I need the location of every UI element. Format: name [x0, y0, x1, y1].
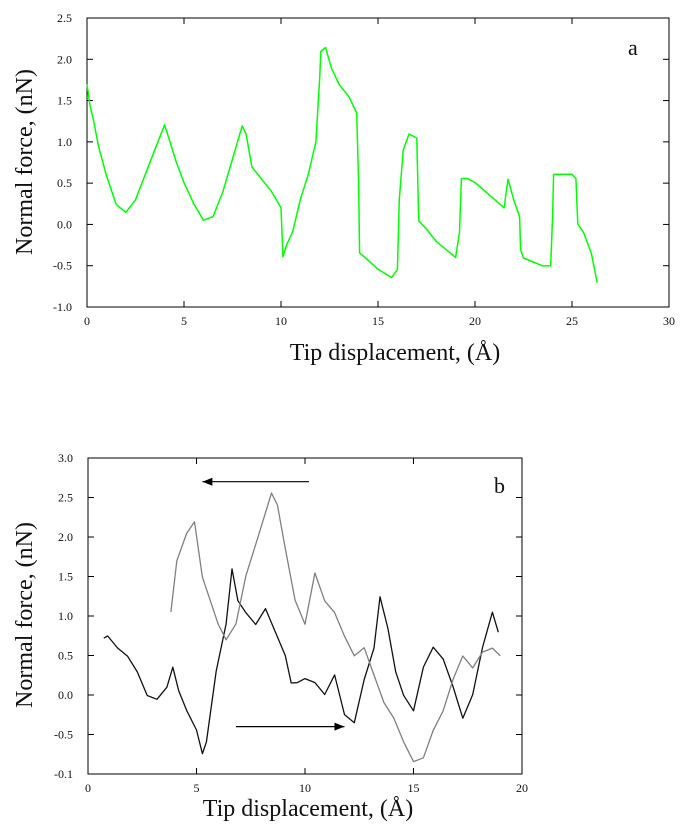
y-tick-label: -1.0 — [53, 300, 72, 314]
axis-ticks-b — [87, 457, 523, 775]
y-tick-label: 2.0 — [58, 530, 73, 544]
x-tick-label: 20 — [469, 314, 481, 328]
direction-arrows — [202, 477, 345, 731]
y-axis-title-b: Normal force, (nN) — [12, 522, 38, 708]
y-tick-label: 1.5 — [57, 94, 72, 108]
y-tick-label: -0.5 — [54, 728, 73, 742]
y-tick-label: -0.1 — [54, 767, 73, 781]
x-tick-label: 25 — [566, 314, 578, 328]
y-tick-label: 2.5 — [57, 11, 72, 25]
y-axis-title-a: Normal force, (nN) — [12, 69, 38, 255]
x-tick-label: 0 — [84, 314, 90, 328]
y-tick-label: -0.5 — [53, 259, 72, 273]
arrow-left-head — [202, 477, 213, 486]
panel-label-b: b — [494, 473, 505, 498]
tick-labels-a: 0 5 10 15 20 25 30 -1.0 -0.5 0.0 0.5 1.0 1.5 2.0 2.5 — [53, 11, 675, 328]
y-tick-label: 2.5 — [58, 491, 73, 505]
y-tick-label: 0.0 — [58, 688, 73, 702]
panel-label-a: a — [628, 35, 638, 60]
x-tick-label: 15 — [372, 314, 384, 328]
x-tick-label: 15 — [408, 781, 420, 795]
x-tick-label: 10 — [299, 781, 311, 795]
x-axis-title-b: Tip displacement, (Å) — [203, 796, 413, 822]
x-axis-title-a: Tip displacement, (Å) — [290, 340, 500, 366]
x-tick-label: 20 — [516, 781, 528, 795]
y-tick-label: 1.0 — [58, 609, 73, 623]
y-tick-label: 3.0 — [58, 451, 73, 465]
chart-panel-b: 0 5 10 15 20-0.1-0.50.00.51.01.52.02.53.0 b … — [12, 451, 528, 822]
x-tick-label: 5 — [181, 314, 187, 328]
y-tick-label: 2.0 — [57, 52, 72, 66]
tick-labels-b: 0 5 10 15 20 -0.1 -0.5 0.0 0.5 1.0 1.5 2.0 2.5 3.0 — [54, 451, 528, 795]
chart-panel-a: 0 5 10 15 20 25 30 -1.0 -0.5 0.0 0.5 1.0 1.5 2.0 2.5 a… — [12, 11, 675, 366]
y-tick-label: 0.5 — [58, 649, 73, 663]
x-tick-label: 10 — [275, 314, 287, 328]
arrow-right-head — [334, 722, 345, 731]
series-line-b-black — [103, 568, 499, 755]
y-tick-label: 0.5 — [57, 176, 72, 190]
plot-area-a — [86, 17, 670, 308]
y-tick-label: 0.0 — [57, 217, 72, 231]
x-tick-label: 0 — [85, 781, 91, 795]
series-line-a — [86, 46, 598, 283]
axis-ticks-a — [86, 17, 670, 308]
x-tick-label: 5 — [194, 781, 200, 795]
x-tick-label: 30 — [663, 314, 675, 328]
y-tick-label: 1.5 — [58, 570, 73, 584]
y-tick-label: 1.0 — [57, 135, 72, 149]
series-line-b-gray — [170, 492, 501, 763]
